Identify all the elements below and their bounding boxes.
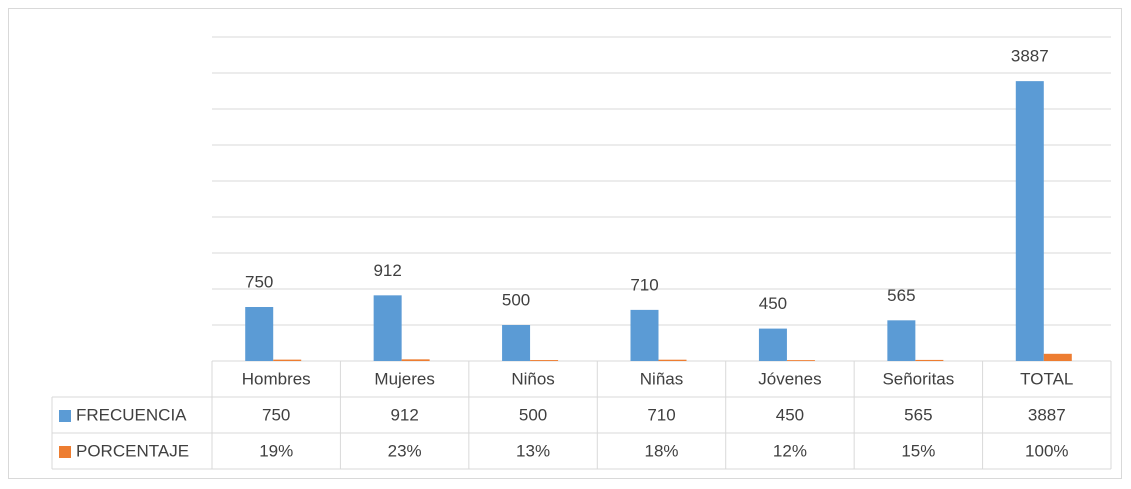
bar	[1015, 81, 1044, 362]
table-cell: 565	[904, 405, 932, 424]
x-tick-label: Niños	[511, 369, 554, 388]
legend-label: FRECUENCIA	[76, 405, 187, 424]
x-tick-label: Mujeres	[374, 369, 434, 388]
data-label: 3887	[1011, 47, 1049, 66]
legend-swatch	[59, 410, 71, 422]
data-label: 500	[502, 290, 530, 309]
data-label: 710	[630, 275, 658, 294]
bar	[758, 328, 787, 361]
table-cell: 100%	[1025, 441, 1068, 460]
x-tick-label: Niñas	[640, 369, 683, 388]
x-tick-label: Jóvenes	[758, 369, 821, 388]
data-label: 450	[759, 294, 787, 313]
bar	[887, 320, 916, 361]
bar	[502, 325, 531, 361]
bar	[273, 359, 302, 361]
x-tick-label: Hombres	[242, 369, 311, 388]
table-cell: 23%	[388, 441, 422, 460]
table-cell: 912	[390, 405, 418, 424]
bar	[786, 360, 815, 361]
table-cell: 19%	[259, 441, 293, 460]
x-tick-label: Señoritas	[882, 369, 954, 388]
bar	[915, 359, 944, 361]
data-label: 912	[373, 261, 401, 280]
table-cell: 450	[776, 405, 804, 424]
data-label: 750	[245, 272, 273, 291]
bar	[245, 307, 274, 361]
bar	[1043, 353, 1072, 361]
table-cell: 3887	[1028, 405, 1066, 424]
data-label: 565	[887, 286, 915, 305]
x-tick-label: TOTAL	[1020, 369, 1073, 388]
table-cell: 13%	[516, 441, 550, 460]
bar	[373, 295, 402, 361]
table-cell: 710	[647, 405, 675, 424]
table-cell: 12%	[773, 441, 807, 460]
bar	[401, 359, 430, 361]
table-cell: 15%	[901, 441, 935, 460]
table-cell: 18%	[644, 441, 678, 460]
chart-border	[8, 8, 1122, 479]
table-cell: 500	[519, 405, 547, 424]
table-cell: 750	[262, 405, 290, 424]
bar	[530, 360, 559, 361]
bar	[630, 309, 659, 361]
legend-label: PORCENTAJE	[76, 441, 189, 460]
legend-swatch	[59, 446, 71, 458]
bar	[658, 359, 687, 361]
